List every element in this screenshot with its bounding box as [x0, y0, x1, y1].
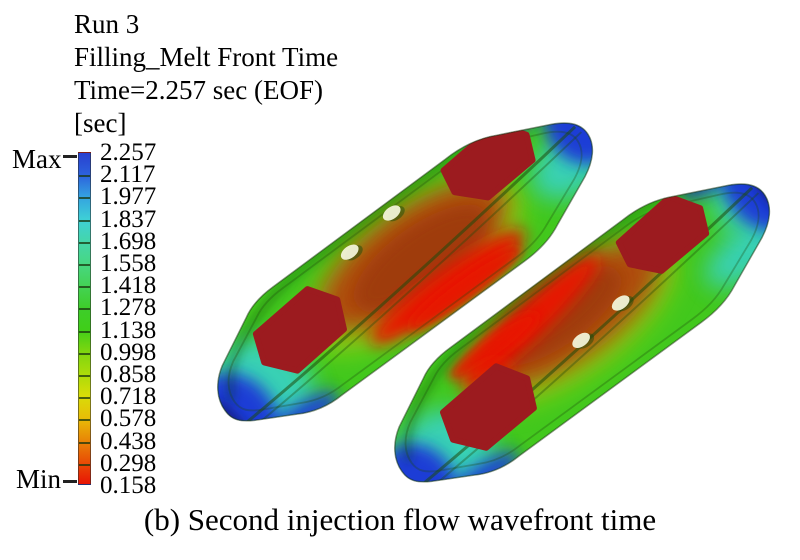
colorbar-min-tick — [63, 480, 77, 483]
late-fill-bottom-edge — [247, 391, 339, 457]
pin-bump — [611, 295, 630, 311]
colorbar-tick-line — [79, 286, 90, 289]
hot-streak-tail — [463, 358, 513, 401]
hot-streak-edge — [448, 312, 539, 380]
late-fill-top-edge — [680, 144, 751, 200]
colorbar-tick-label: 2.257 — [100, 139, 157, 166]
figure-caption: (b) Second injection flow wavefront time — [143, 502, 657, 537]
sole-part-right — [357, 142, 800, 518]
late-fill-top-edge — [469, 84, 560, 153]
late-fill-deep-edge — [211, 400, 257, 457]
pin-bump-shadow — [387, 206, 405, 222]
colorbar-tick-label: 0.438 — [100, 427, 157, 455]
top-edge-shadow — [227, 121, 523, 402]
seam-line — [423, 186, 754, 484]
colorbar — [78, 152, 91, 485]
seam-line — [246, 125, 577, 423]
colorbar-tick-label: 1.977 — [100, 183, 157, 211]
seam-line-2 — [255, 131, 583, 427]
rim-groove — [195, 94, 614, 444]
pin-bump — [382, 205, 401, 221]
colorbar-max-label: Max — [12, 144, 62, 174]
cyan-transition-bottom — [705, 206, 800, 288]
pin-bump-shadow — [616, 296, 634, 312]
colorbar-tick-line — [79, 264, 90, 266]
late-fill-left-tip — [192, 372, 281, 457]
pin-bump-shadow — [345, 245, 363, 261]
early-fill-core-inner — [495, 266, 622, 366]
colorbar-tick-label: 0.718 — [100, 383, 157, 411]
colorbar-tick-line — [79, 308, 90, 311]
colorbar-tick-label: 0.998 — [100, 338, 157, 366]
colorbar-tick-label: 0.578 — [100, 405, 157, 433]
pin-bump — [340, 244, 359, 260]
insert-patch-left — [440, 363, 537, 451]
colorbar-tick-line — [79, 197, 90, 200]
colorbar-tick-line — [79, 441, 90, 444]
result-header: Run 3 Filling_Melt Front Time Time=2.257… — [74, 8, 338, 140]
late-fill-right-tip — [721, 143, 800, 231]
colorbar-tick-line — [79, 463, 90, 466]
hot-streak — [370, 229, 526, 345]
warm-transition-zone — [304, 177, 524, 354]
pin-bump-shadow — [576, 333, 595, 349]
unit-label: [sec] — [74, 108, 127, 138]
early-fill-core-inner — [353, 204, 489, 313]
colorbar-tick-line — [79, 219, 90, 222]
colorbar-tick-label: 1.138 — [100, 316, 157, 344]
early-fill-core — [478, 242, 662, 388]
insert-patch-right — [440, 121, 536, 201]
colorbar-tick-line — [79, 419, 90, 422]
late-fill-deep-edge — [747, 153, 798, 218]
colorbar-tick-line — [79, 175, 90, 178]
colorbar-min-label: Min — [16, 464, 62, 494]
cyan-transition-left — [207, 338, 315, 447]
colorbar-tick-label: 1.278 — [100, 294, 157, 322]
colorbar-max-tick — [63, 155, 77, 158]
cyan-transition-right — [709, 155, 790, 236]
pin-bump — [572, 332, 590, 349]
colorbar-tick-label: 0.298 — [100, 449, 157, 477]
cyan-transition-right — [531, 127, 613, 200]
colorbar-tick-line — [79, 352, 90, 355]
insert-patch-right — [615, 193, 710, 274]
colorbar-tick-line — [79, 241, 90, 244]
colorbar-tick-label: 2.117 — [100, 161, 156, 189]
hot-streak — [461, 254, 601, 389]
result-title: Filling_Melt Front Time — [74, 42, 339, 72]
colorbar-tick-label: 1.837 — [100, 205, 157, 233]
hot-streak-edge — [407, 246, 523, 331]
colorbar-tick-label: 0.158 — [100, 472, 157, 499]
top-edge-shadow — [404, 182, 700, 463]
time-value: Time=2.257 sec (EOF) — [74, 75, 323, 105]
seam-line-2 — [432, 192, 760, 488]
colorbar-tick-label: 1.558 — [100, 250, 157, 277]
melt-front-surface — [358, 143, 800, 518]
early-fill-core — [318, 180, 508, 332]
rim-groove — [372, 155, 791, 505]
late-fill-right-tip — [543, 84, 621, 165]
warm-transition-zone — [465, 240, 678, 410]
run-label: Run 3 — [74, 9, 140, 39]
colorbar-tick-label: 1.698 — [100, 227, 157, 255]
insert-patch-left — [252, 286, 347, 374]
colorbar-tick-label: 0.858 — [100, 361, 157, 388]
colorbar-tick-line — [79, 397, 90, 400]
colorbar-tick-label: 1.418 — [100, 272, 157, 300]
colorbar-tick-line — [79, 330, 90, 333]
colorbar-tick-line — [79, 375, 90, 377]
part-outline — [357, 142, 800, 518]
